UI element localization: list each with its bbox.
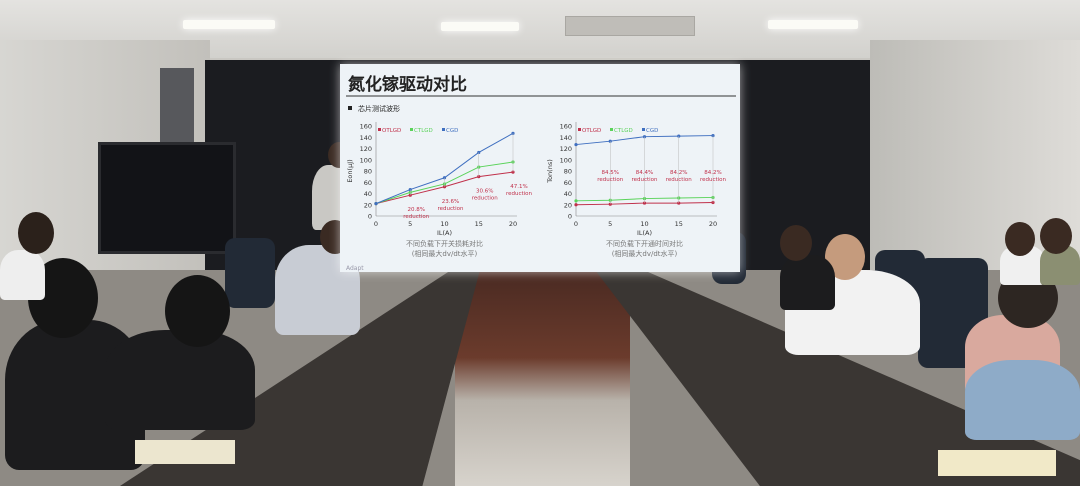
x-tick-label: 20	[509, 220, 517, 228]
chair	[225, 238, 275, 308]
annotation-percent: 84.2%	[670, 170, 687, 176]
annotation-reduction: reduction	[506, 191, 533, 197]
y-tick-label: 160	[360, 123, 372, 131]
x-tick-label: 15	[675, 220, 683, 228]
chart-subcaption: (相同最大dv/dt水平)	[612, 249, 678, 258]
slide-title: 氮化镓驱动对比	[348, 74, 467, 95]
y-tick-label: 0	[368, 213, 372, 221]
annotation-percent: 30.6%	[476, 189, 493, 195]
x-tick-label: 0	[574, 220, 578, 228]
legend-label: OTLGD	[382, 128, 401, 134]
y-tick-label: 120	[360, 145, 372, 153]
legend-label: CTLGD	[614, 128, 633, 134]
slide-canvas: 氮化镓驱动对比 芯片测试波形 Adapt 0204060801001201401…	[346, 74, 736, 272]
ceiling-light	[768, 20, 858, 29]
data-point-CGD	[374, 202, 378, 206]
data-point-CGD	[574, 142, 578, 147]
tv-monitor	[98, 142, 236, 254]
air-vent	[565, 16, 695, 36]
annotation-percent: 84.5%	[602, 170, 619, 176]
y-tick-label: 20	[564, 201, 572, 209]
slide-footer: Adapt	[346, 265, 364, 272]
annotation-reduction: reduction	[597, 177, 624, 183]
y-axis-label: Ton(ns)	[546, 159, 554, 184]
y-tick-label: 80	[364, 168, 372, 176]
y-tick-label: 140	[360, 134, 372, 142]
legend-marker	[578, 128, 581, 131]
legend-marker	[610, 128, 613, 131]
person	[780, 255, 835, 310]
y-axis-label: Eon(μJ)	[346, 159, 354, 182]
person-head	[18, 212, 54, 254]
y-tick-label: 100	[360, 156, 372, 164]
y-tick-label: 120	[560, 145, 572, 153]
annotation-percent: 84.2%	[704, 170, 721, 176]
person	[0, 250, 45, 300]
x-axis-label: IL(A)	[437, 229, 452, 237]
x-tick-label: 10	[640, 220, 648, 228]
annotation-reduction: reduction	[700, 177, 727, 183]
y-tick-label: 40	[364, 190, 372, 198]
x-axis-label: IL(A)	[637, 229, 652, 237]
y-tick-label: 0	[568, 213, 572, 221]
x-tick-label: 0	[374, 220, 378, 228]
person-head	[1040, 218, 1072, 254]
y-tick-label: 80	[564, 168, 572, 176]
y-tick-label: 60	[364, 179, 372, 187]
slide-bullet: 芯片测试波形	[358, 104, 400, 113]
chart-subcaption: (相同最大dv/dt水平)	[412, 249, 478, 258]
data-point-OTLGD	[574, 203, 578, 207]
annotation-percent: 23.6%	[442, 199, 459, 205]
ceiling-light	[183, 20, 275, 29]
person-head	[780, 225, 812, 261]
chart-caption: 不同负载下开关损耗对比	[406, 239, 483, 248]
person	[105, 330, 255, 430]
annotation-percent: 20.8%	[408, 207, 425, 213]
legend-label: CGD	[446, 128, 458, 134]
legend-label: CGD	[646, 128, 658, 134]
annotation-reduction: reduction	[437, 206, 464, 212]
chart-caption: 不同负载下开通时间对比	[606, 239, 683, 248]
y-tick-label: 100	[560, 156, 572, 164]
x-tick-label: 20	[709, 220, 717, 228]
legend-label: OTLGD	[582, 128, 601, 134]
y-tick-label: 20	[364, 201, 372, 209]
legend-marker	[442, 128, 445, 131]
annotation-reduction: reduction	[472, 196, 499, 202]
notebook	[135, 440, 235, 464]
legend-marker	[642, 128, 645, 131]
y-tick-label: 140	[560, 134, 572, 142]
annotation-percent: 47.1%	[510, 184, 527, 190]
legend-label: CTLGD	[414, 128, 433, 134]
person-head	[1005, 222, 1035, 256]
annotation-percent: 84.4%	[636, 170, 653, 176]
projected-slide: 氮化镓驱动对比 芯片测试波形 Adapt 0 20 40 60 80 100 120 140 1…	[340, 64, 740, 272]
x-tick-label: 10	[440, 220, 448, 228]
annotation-reduction: reduction	[403, 214, 430, 220]
legend-marker	[378, 128, 381, 131]
notebook	[938, 450, 1056, 476]
annotation-reduction: reduction	[666, 177, 693, 183]
data-point-CTLGD	[574, 199, 578, 203]
y-tick-label: 60	[564, 179, 572, 187]
person-head	[165, 275, 230, 347]
ceiling-light	[441, 22, 519, 31]
window-curtain	[160, 68, 194, 143]
table-center-gap	[455, 272, 630, 486]
y-tick-label: 160	[560, 123, 572, 131]
annotation-reduction: reduction	[631, 177, 658, 183]
legend-marker	[410, 128, 413, 131]
x-tick-label: 15	[475, 220, 483, 228]
x-tick-label: 5	[608, 220, 612, 228]
bullet-icon	[348, 106, 352, 110]
x-tick-label: 5	[408, 220, 412, 228]
y-tick-label: 40	[564, 190, 572, 198]
person	[965, 360, 1080, 440]
